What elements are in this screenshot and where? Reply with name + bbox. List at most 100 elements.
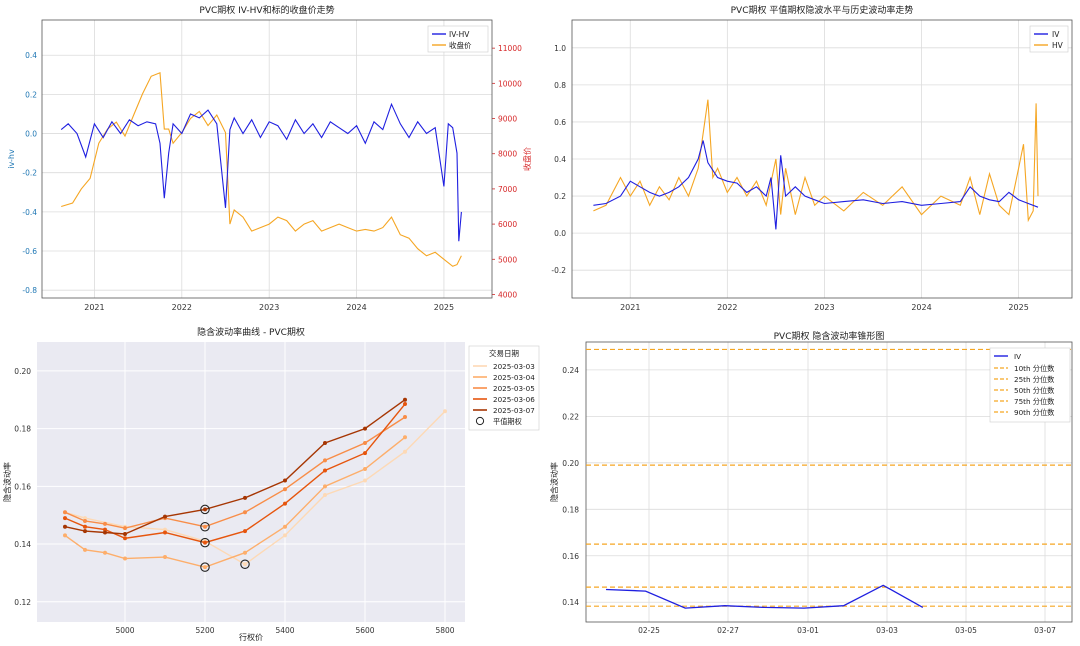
chart2-point-2025-03-06: [203, 540, 207, 545]
chart2-y-tick-label: 0.12: [14, 598, 31, 607]
chart0-ylabel2: 收盘价: [522, 147, 532, 171]
chart3-legend-label: 90th 分位数: [1014, 408, 1054, 417]
chart2-atm-marker: [240, 559, 250, 570]
chart2-point-2025-03-04: [83, 547, 87, 552]
chart2-point-2025-03-07: [63, 524, 67, 529]
chart0-title: PVC期权 IV-HV和标的收盘价走势: [199, 4, 334, 16]
chart1-x-tick-label: 2024: [911, 303, 931, 312]
chart2-point-2025-03-07: [83, 529, 87, 534]
chart2-plot-background: [37, 342, 465, 622]
chart2-atm-marker: [200, 504, 210, 515]
chart0-y-tick-label: 0.2: [25, 90, 37, 99]
chart0-y2-tick-label: 9000: [498, 115, 517, 124]
chart2-point-2025-03-04: [403, 435, 407, 440]
chart0-series-close-price-line: [61, 72, 462, 267]
chart2-point-2025-03-05: [63, 510, 67, 515]
chart2-legend-label: 2025-03-04: [493, 373, 535, 382]
chart0-y2-tick-label: 7000: [498, 185, 517, 194]
chart2-point-2025-03-07: [403, 397, 407, 402]
chart3-legend-label: 75th 分位数: [1014, 397, 1054, 406]
chart0-x-tick-label: 2025: [434, 303, 454, 312]
chart2-point-2025-03-03: [163, 527, 167, 532]
chart2-point-2025-03-04: [103, 550, 107, 555]
chart2-legend-label: 2025-03-07: [493, 406, 535, 415]
chart3-legend: [989, 347, 1071, 423]
chart0-legend: [427, 25, 489, 53]
chart0-y-tick-label: -0.6: [22, 247, 37, 256]
chart2-ylabel: 隐含波动率: [2, 462, 12, 502]
chart2-point-2025-03-06: [243, 529, 247, 534]
chart0-legend-label: 收盘价: [449, 40, 472, 50]
chart2-point-2025-03-07: [283, 478, 287, 483]
chart2-point-2025-03-06: [283, 501, 287, 506]
chart3-y-tick-label: 0.20: [562, 459, 579, 468]
chart2-atm-marker: [200, 562, 210, 572]
chart2-point-2025-03-05: [283, 487, 287, 492]
chart0-y-tick-label: -0.2: [22, 169, 37, 178]
chart2-y-tick-label: 0.14: [14, 540, 31, 549]
chart2-x-tick-label: 5000: [115, 626, 134, 635]
chart1-y-tick-label: 0.6: [554, 118, 566, 127]
chart3-y-tick-label: 0.14: [562, 598, 579, 607]
chart3-series-iv-line: [605, 584, 924, 609]
chart2-legend-label: 2025-03-05: [493, 384, 535, 393]
chart2-point-2025-03-06: [123, 536, 127, 541]
chart2-point-2025-03-03: [323, 492, 327, 497]
chart2-point-2025-03-04: [243, 550, 247, 555]
chart1-legend: [1029, 25, 1069, 53]
chart0-x-tick-label: 2022: [172, 303, 192, 312]
chart3-x-tick-label: 03-07: [1034, 626, 1056, 635]
chart1-y-tick-label: 1.0: [554, 44, 566, 53]
chart3-legend-label: 10th 分位数: [1014, 364, 1054, 373]
chart2-point-2025-03-06: [323, 468, 327, 473]
chart2-point-2025-03-06: [83, 524, 87, 529]
chart0-series-iv-hv-line: [60, 102, 462, 242]
chart2-atm-marker: [200, 521, 210, 532]
chart0-frame: [41, 19, 493, 299]
chart2-point-2025-03-04: [203, 565, 207, 570]
chart2-point-2025-03-07: [123, 531, 127, 536]
chart1-series-iv-line: [593, 140, 1039, 230]
chart0-y2-tick-label: 4000: [498, 290, 517, 299]
chart2-point-2025-03-04: [363, 467, 367, 472]
chart2-point-2025-03-05: [203, 524, 207, 529]
chart0-y-tick-label: -0.4: [22, 208, 37, 217]
chart2-point-2025-03-06: [163, 530, 167, 535]
chart2-point-2025-03-07: [243, 495, 247, 500]
chart2-point-2025-03-05: [103, 521, 107, 526]
chart0-y-tick-label: -0.8: [22, 286, 37, 295]
chart2-point-2025-03-04: [283, 524, 287, 529]
chart3-title: PVC期权 隐含波动率锥形图: [774, 330, 885, 342]
chart0-y2-tick-label: 8000: [498, 150, 517, 159]
chart1-x-tick-label: 2022: [717, 303, 737, 312]
chart1-x-tick-label: 2023: [814, 303, 834, 312]
chart1-y-tick-label: 0.4: [554, 155, 566, 164]
chart0-y-tick-label: 0.4: [25, 51, 37, 60]
chart2-legend-label: 平值期权: [493, 417, 522, 426]
chart2-point-2025-03-03: [403, 449, 407, 454]
chart1-y-tick-label: 0.8: [554, 81, 566, 90]
chart0-x-tick-label: 2024: [346, 303, 366, 312]
chart2-legend-label: 2025-03-06: [493, 395, 535, 404]
chart2-title: 隐含波动率曲线 - PVC期权: [197, 326, 305, 338]
chart2-point-2025-03-04: [163, 555, 167, 560]
chart2-legend-atm-swatch: [475, 416, 485, 426]
chart0-x-tick-label: 2021: [84, 303, 104, 312]
chart3-x-tick-label: 03-05: [955, 626, 977, 635]
chart1-title: PVC期权 平值期权隐波水平与历史波动率走势: [731, 4, 914, 16]
chart2-point-2025-03-06: [63, 516, 67, 521]
chart2-point-2025-03-05: [243, 510, 247, 515]
chart3-x-tick-label: 03-03: [876, 626, 898, 635]
chart2-point-2025-03-06: [363, 451, 367, 456]
chart2-y-tick-label: 0.20: [14, 367, 31, 376]
chart2-atm-marker: [200, 537, 210, 548]
chart3-x-tick-label: 03-01: [797, 626, 819, 635]
chart3-x-tick-label: 02-25: [638, 626, 660, 635]
chart3-legend-label: 50th 分位数: [1014, 386, 1054, 395]
chart1-y-tick-label: 0.0: [554, 229, 566, 238]
chart2-point-2025-03-05: [323, 458, 327, 463]
chart0-legend-label: IV-HV: [449, 30, 470, 39]
chart1-x-tick-label: 2021: [620, 303, 640, 312]
chart2-legend-label: 2025-03-03: [493, 362, 535, 371]
